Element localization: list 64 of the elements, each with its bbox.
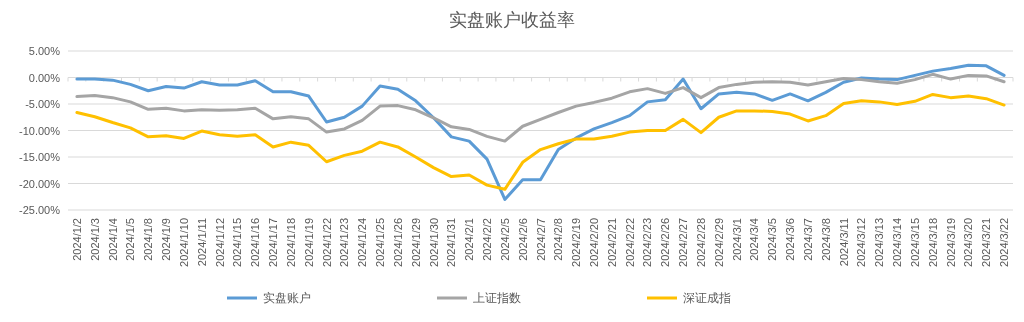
y-tick-label: -10.00% xyxy=(19,124,61,137)
x-tick-label: 2024/2/21 xyxy=(605,218,618,267)
x-tick-label: 2024/1/19 xyxy=(302,218,315,267)
legend-label: 实盘账户 xyxy=(263,291,311,305)
x-tick-label: 2024/1/23 xyxy=(338,218,351,267)
x-tick-label: 2024/2/5 xyxy=(498,218,511,261)
x-tick-label: 2024/3/20 xyxy=(962,218,975,267)
x-tick-label: 2024/1/5 xyxy=(124,218,137,261)
x-tick-label: 2024/3/21 xyxy=(980,218,993,267)
x-tick-label: 2024/3/12 xyxy=(855,218,868,267)
x-tick-label: 2024/1/16 xyxy=(249,218,262,267)
x-tick-label: 2024/1/8 xyxy=(142,218,155,261)
x-tick-label: 2024/3/7 xyxy=(801,218,814,261)
x-tick-label: 2024/3/22 xyxy=(998,218,1011,267)
x-tick-label: 2024/3/15 xyxy=(908,218,921,267)
x-tick-label: 2024/2/22 xyxy=(623,218,636,267)
x-tick-label: 2024/1/11 xyxy=(195,218,208,267)
chart-title: 实盘账户收益率 xyxy=(449,10,575,30)
x-tick-label: 2024/1/3 xyxy=(88,218,101,261)
x-tick-label: 2024/1/29 xyxy=(409,218,422,267)
x-tick-label: 2024/1/17 xyxy=(267,218,280,267)
x-tick-label: 2024/1/26 xyxy=(391,218,404,267)
y-tick-label: 5.00% xyxy=(28,45,61,57)
x-tick-label: 2024/2/29 xyxy=(712,218,725,267)
x-tick-label: 2024/1/30 xyxy=(427,218,440,267)
x-tick-label: 2024/1/25 xyxy=(374,218,387,267)
x-tick-label: 2024/2/26 xyxy=(659,218,672,267)
x-tick-label: 2024/2/6 xyxy=(516,218,529,261)
x-tick-label: 2024/1/4 xyxy=(106,218,119,261)
x-tick-label: 2024/3/8 xyxy=(819,218,832,261)
y-tick-label: -20.00% xyxy=(19,177,61,190)
x-tick-label: 2024/3/13 xyxy=(873,218,886,267)
x-tick-label: 2024/2/27 xyxy=(677,218,690,267)
y-tick-label: -25.00% xyxy=(19,204,61,216)
x-tick-label: 2024/1/10 xyxy=(177,218,190,267)
y-tick-label: -15.00% xyxy=(19,151,61,163)
x-tick-label: 2024/2/19 xyxy=(570,218,583,267)
x-tick-label: 2024/2/8 xyxy=(552,218,565,261)
x-tick-label: 2024/3/18 xyxy=(926,218,939,267)
x-tick-label: 2024/1/15 xyxy=(231,218,244,267)
legend-label: 上证指数 xyxy=(473,291,521,305)
x-tick-label: 2024/3/14 xyxy=(891,218,904,267)
y-tick-label: 0.00% xyxy=(28,71,61,84)
x-tick-label: 2024/3/1 xyxy=(730,218,743,261)
y-tick-label: -5.00% xyxy=(25,98,61,110)
x-tick-label: 2024/2/1 xyxy=(463,218,476,261)
x-tick-label: 2024/1/2 xyxy=(70,218,83,261)
x-tick-label: 2024/2/2 xyxy=(481,218,494,261)
x-tick-label: 2024/1/9 xyxy=(160,218,173,261)
x-tick-label: 2024/2/20 xyxy=(587,218,600,267)
x-tick-label: 2024/1/31 xyxy=(445,218,458,267)
x-tick-label: 2024/3/4 xyxy=(748,218,761,261)
x-tick-label: 2024/1/18 xyxy=(284,218,297,267)
x-tick-label: 2024/2/7 xyxy=(534,218,547,261)
legend-label: 深证成指 xyxy=(683,291,731,305)
x-tick-label: 2024/2/23 xyxy=(641,218,654,267)
x-tick-label: 2024/1/24 xyxy=(356,218,369,267)
x-tick-label: 2024/3/5 xyxy=(766,218,779,261)
x-tick-label: 2024/3/19 xyxy=(944,218,957,267)
x-tick-label: 2024/2/28 xyxy=(694,218,707,267)
x-tick-label: 2024/3/6 xyxy=(784,218,797,261)
x-tick-label: 2024/1/22 xyxy=(320,218,333,267)
x-tick-label: 2024/3/11 xyxy=(837,218,850,267)
x-tick-label: 2024/1/12 xyxy=(213,218,226,267)
